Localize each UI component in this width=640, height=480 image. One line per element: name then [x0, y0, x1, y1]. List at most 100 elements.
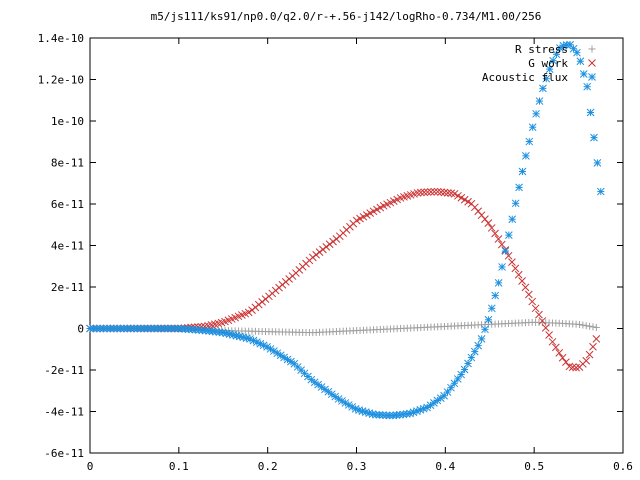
data-point [545, 65, 554, 73]
data-point [501, 247, 510, 255]
series-cross [86, 187, 601, 372]
data-point [586, 322, 594, 330]
data-point [592, 323, 600, 331]
data-point [583, 82, 592, 91]
series-star [86, 40, 605, 420]
data-point [491, 291, 500, 300]
y-tick-label: 6e-11 [51, 198, 84, 211]
data-point [481, 325, 489, 334]
data-point [593, 159, 602, 167]
x-tick-label: 0.6 [613, 460, 633, 473]
data-point [542, 74, 551, 83]
data-point [590, 133, 598, 142]
data-point [515, 183, 523, 192]
data-point [447, 383, 455, 392]
data-point [312, 250, 321, 259]
series-plus [86, 318, 600, 337]
x-tick-label: 0.5 [524, 460, 544, 473]
data-point [551, 343, 560, 352]
axes: 0 0.1 0.2 0.3 0.4 0.5 0.6 -6e-11 -4e-11 -2e-11 0 2e… [38, 32, 633, 473]
data-point [447, 189, 456, 198]
chart-title: m5/js111/ks91/np0.0/q2.0/r-+.56-j142/log… [151, 10, 542, 23]
y-tick-label: 1.2e-10 [38, 74, 84, 87]
data-point [497, 240, 506, 249]
x-tick-label: 0.3 [347, 460, 367, 473]
x-tick-label: 0.2 [258, 460, 278, 473]
data-point [477, 335, 486, 343]
data-point [511, 264, 520, 273]
data-point [549, 56, 557, 65]
data-point [423, 188, 432, 196]
legend-marker [588, 73, 596, 81]
data-point [539, 84, 547, 93]
data-point [579, 321, 587, 329]
data-point [413, 189, 422, 197]
data-point [504, 231, 513, 239]
data-point [504, 251, 513, 260]
data-point [440, 188, 449, 197]
data-point [460, 365, 469, 374]
data-point [319, 245, 327, 254]
data-point [558, 353, 567, 362]
data-point [437, 188, 445, 196]
data-point [545, 331, 553, 339]
x-tick-label: 0 [87, 460, 94, 473]
data-point [518, 167, 527, 176]
y-tick-label: 0 [77, 323, 84, 336]
legend-label: G work [528, 57, 568, 70]
data-point [244, 308, 253, 317]
data-point [430, 399, 438, 407]
x-tick-label: 0.1 [169, 460, 189, 473]
data-point [325, 240, 334, 249]
data-point [538, 317, 547, 325]
data-point [308, 253, 317, 262]
data-point [586, 108, 595, 117]
data-point [521, 283, 530, 292]
data-point [514, 270, 523, 279]
data-point [555, 349, 564, 357]
data-point [494, 235, 503, 243]
data-point [487, 304, 496, 313]
data-point [484, 315, 493, 324]
x-tick-label: 0.4 [435, 460, 455, 473]
data-point [322, 243, 331, 251]
data-point [420, 188, 429, 197]
legend-label: Acoustic flux [482, 71, 568, 84]
data-point [528, 297, 537, 306]
data-point [430, 187, 439, 196]
data-point [548, 337, 557, 346]
data-point [511, 199, 520, 208]
data-point [525, 137, 534, 146]
data-point [487, 224, 496, 232]
data-point [522, 152, 530, 160]
data-point [464, 359, 472, 368]
data-point [416, 188, 425, 197]
data-point [552, 50, 561, 59]
data-point [576, 57, 585, 66]
data-point [524, 290, 533, 299]
data-point [541, 324, 550, 332]
data-point [568, 363, 577, 372]
data-point [518, 277, 526, 285]
data-point [508, 258, 516, 266]
data-point [494, 278, 503, 287]
data-point [535, 310, 543, 319]
data-point [474, 341, 483, 350]
data-point [592, 335, 601, 343]
data-point [572, 363, 580, 372]
legend-marker [588, 59, 596, 67]
data-point [508, 215, 517, 224]
y-tick-label: -4e-11 [44, 406, 84, 419]
data-point [484, 219, 493, 227]
data-point [582, 322, 590, 330]
data-point [573, 48, 581, 57]
data-point [450, 379, 459, 388]
y-tick-label: 8e-11 [51, 157, 84, 170]
data-point [457, 370, 466, 379]
legend-marker [588, 45, 596, 53]
data-point [329, 237, 337, 246]
data-point [453, 375, 462, 383]
data-point [575, 321, 583, 329]
